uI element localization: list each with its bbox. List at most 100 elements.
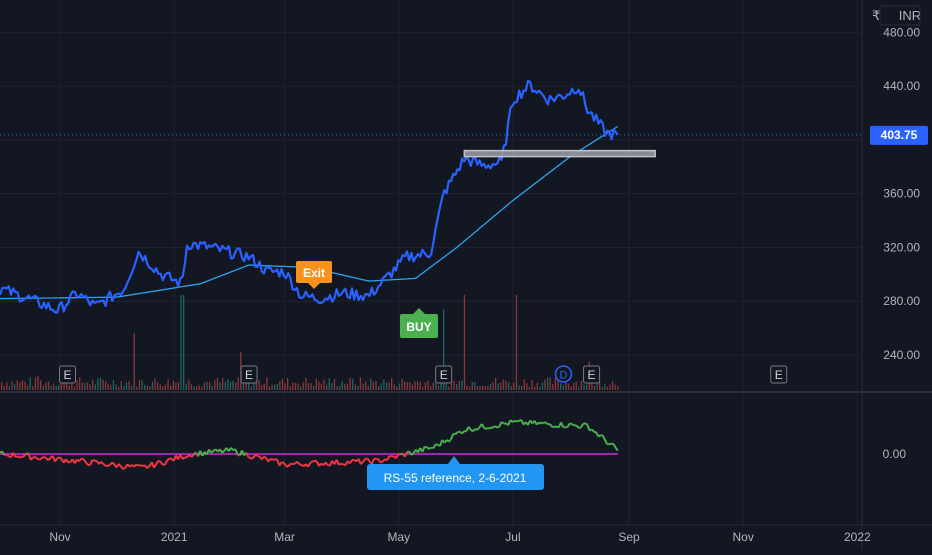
volume-bar [394, 385, 395, 390]
volume-bar [258, 380, 259, 390]
earnings-marker[interactable]: E [771, 366, 787, 383]
volume-bar [102, 380, 103, 390]
volume-bar [11, 381, 12, 390]
volume-bar [284, 384, 285, 390]
rs-line-segment [92, 460, 94, 461]
y-tick-label: 480.00 [883, 25, 920, 39]
volume-bar [84, 383, 85, 390]
rs-line-segment [339, 464, 341, 465]
rs-line-segment [616, 448, 618, 450]
volume-bar [565, 381, 566, 390]
volume-bar [287, 378, 288, 390]
volume-bar [456, 384, 457, 390]
volume-bar [188, 380, 189, 390]
y-tick-label: 280.00 [883, 294, 920, 308]
dividend-marker-label: D [560, 370, 568, 382]
volume-bar [300, 386, 301, 390]
volume-bar [79, 377, 80, 390]
volume-bar [550, 378, 551, 390]
volume-bar [472, 382, 473, 390]
earnings-marker[interactable]: E [584, 366, 600, 383]
rs-line-segment [484, 428, 486, 429]
volume-bar [162, 386, 163, 390]
volume-bar [329, 378, 330, 390]
volume-bar [396, 386, 397, 390]
volume-bar [131, 386, 132, 390]
rs-line-segment [249, 457, 251, 458]
x-tick-label: Nov [49, 530, 70, 544]
volume-bar [136, 387, 137, 390]
volume-bar [173, 381, 174, 390]
volume-bar [316, 378, 317, 390]
volume-bar [157, 382, 158, 390]
volume-bar [121, 381, 122, 390]
volume-bar [342, 381, 343, 390]
y-tick-label: 320.00 [883, 240, 920, 254]
volume-bar [170, 385, 171, 390]
rs-line-segment [381, 461, 383, 462]
volume-bar [167, 379, 168, 390]
volume-bar [526, 383, 527, 390]
volume-bar [373, 382, 374, 390]
volume-bar [617, 386, 618, 390]
rs-line-segment [486, 428, 488, 429]
volume-bar [6, 383, 7, 390]
volume-bar [469, 386, 470, 390]
volume-bar [313, 386, 314, 390]
volume-bar [95, 384, 96, 390]
volume-bar [152, 382, 153, 390]
volume-bar [9, 386, 10, 390]
volume-bar [570, 386, 571, 390]
volume-bar [430, 386, 431, 390]
volume-bar [555, 378, 556, 390]
volume-bar [27, 385, 28, 390]
resistance-zone[interactable] [464, 151, 655, 157]
volume-bar [123, 386, 124, 390]
volume-bar [274, 385, 275, 390]
volume-bar [464, 295, 465, 390]
volume-bar [303, 382, 304, 390]
volume-bar [45, 383, 46, 390]
volume-bar [212, 386, 213, 390]
volume-bar [516, 295, 517, 390]
volume-bar [14, 384, 15, 390]
earnings-marker[interactable]: E [436, 366, 452, 383]
volume-bar [355, 384, 356, 390]
volume-bar [178, 382, 179, 390]
volume-bar [365, 381, 366, 390]
x-tick-label: 2021 [161, 530, 188, 544]
volume-bar [108, 384, 109, 390]
earnings-marker[interactable]: E [59, 366, 75, 383]
rs-line-segment [429, 448, 431, 449]
rs-line-segment [315, 461, 317, 462]
earnings-marker[interactable]: E [241, 366, 257, 383]
rs-line-segment [95, 461, 97, 462]
volume-bar [487, 386, 488, 390]
volume-bar [370, 379, 371, 390]
volume-bar [349, 378, 350, 390]
volume-bar [563, 385, 564, 390]
currency-prefix: ₹ [872, 8, 880, 23]
volume-bar [414, 381, 415, 390]
volume-bar [407, 382, 408, 390]
rs-line-segment [585, 423, 587, 425]
volume-bar [326, 385, 327, 390]
volume-bar [544, 379, 545, 390]
volume-bar [48, 382, 49, 390]
volume-bar [401, 379, 402, 390]
volume-bar [308, 383, 309, 390]
dividend-marker[interactable]: D [555, 366, 571, 382]
volume-bar [518, 385, 519, 390]
volume-bar [193, 386, 194, 390]
rs-line-segment [541, 423, 543, 424]
volume-bar [482, 386, 483, 390]
rs-line-segment [20, 457, 22, 458]
volume-bar [100, 378, 101, 390]
volume-bar [498, 383, 499, 390]
volume-bar [594, 386, 595, 390]
volume-bar [134, 333, 135, 390]
volume-bar [160, 384, 161, 390]
rs-line-segment [502, 422, 504, 424]
